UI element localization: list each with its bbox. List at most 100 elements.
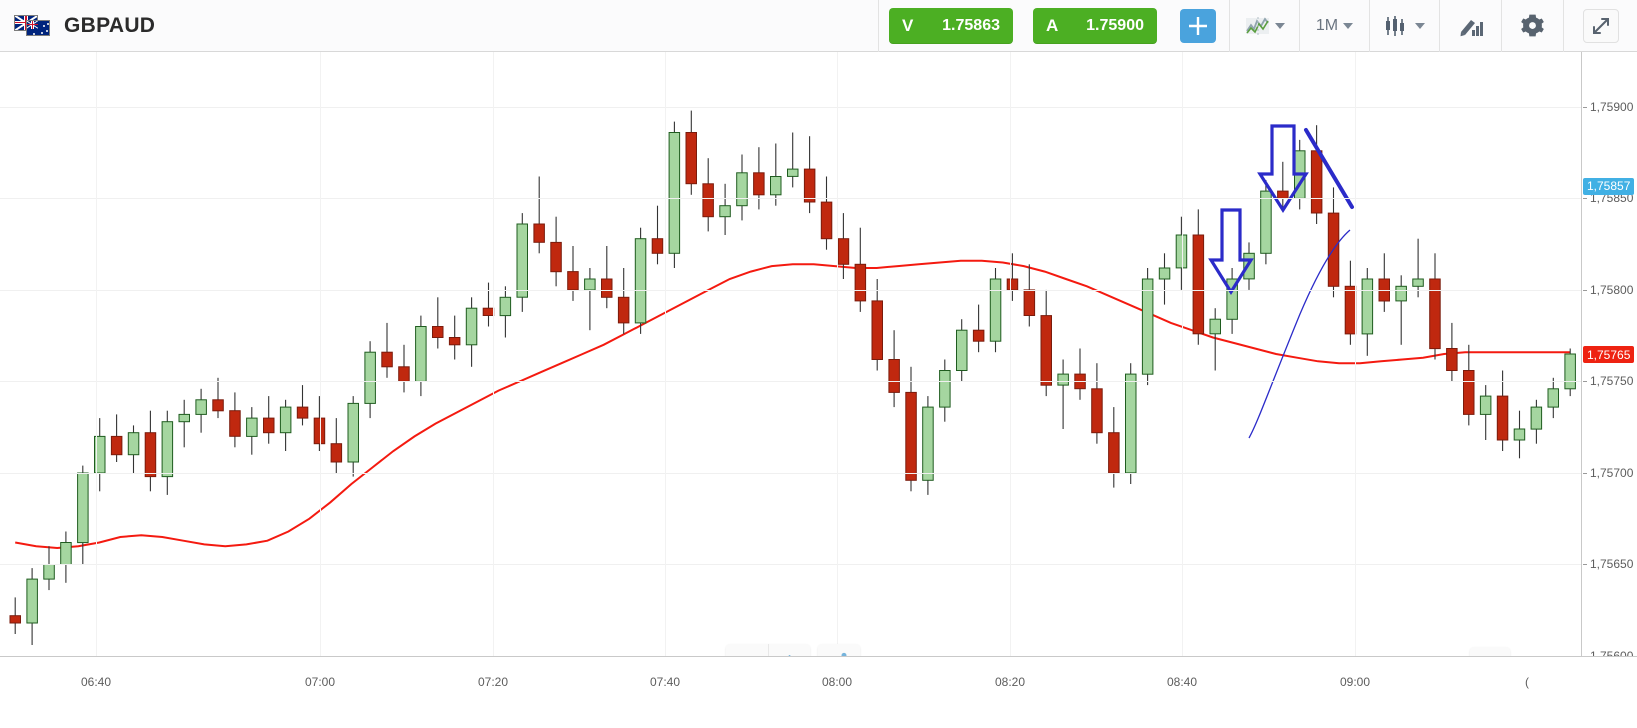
- gridline-vertical: [837, 52, 838, 656]
- time-axis-label: 08:00: [821, 675, 853, 689]
- candlestick: [448, 315, 461, 360]
- candlestick: [347, 396, 359, 477]
- chevron-down-icon[interactable]: [1343, 22, 1354, 29]
- candlestick: [499, 286, 512, 338]
- zoom-in-button[interactable]: +: [768, 644, 810, 656]
- candlestick: [787, 132, 799, 188]
- gridline-vertical: [1182, 52, 1183, 656]
- candlestick: [736, 154, 748, 221]
- candlestick-icon: [1386, 15, 1404, 36]
- gridline-vertical: [96, 52, 97, 656]
- candlestick: [1446, 322, 1458, 382]
- time-axis-label: 07:20: [477, 675, 509, 689]
- chevron-down-icon[interactable]: [1274, 22, 1285, 29]
- price-axis-label: 1,75700: [1590, 465, 1634, 480]
- price-axis[interactable]: 1,75900 1,75850 1,75800 1,75750 1,75700 1,756…: [1583, 52, 1637, 663]
- candlestick: [26, 568, 38, 645]
- curve-annotation: [1248, 229, 1351, 439]
- settings-button[interactable]: [1515, 9, 1551, 43]
- time-axis-label: 07:00: [304, 675, 336, 689]
- candlestick: [246, 407, 258, 455]
- symbol-block[interactable]: GBPAUD: [0, 0, 155, 52]
- gridline-horizontal: [0, 290, 1581, 291]
- gridline-vertical: [493, 52, 494, 656]
- indicators-tool-button[interactable]: [1245, 15, 1285, 37]
- gridline-horizontal: [0, 107, 1581, 108]
- candlestick: [1496, 370, 1509, 451]
- candlestick: [617, 268, 630, 334]
- candlestick: [1547, 377, 1559, 419]
- price-axis-label: 1,75750: [1590, 374, 1634, 389]
- candlestick: [415, 315, 427, 397]
- candlestick: [1141, 268, 1154, 386]
- candlestick: [753, 147, 765, 210]
- chart-type-selector[interactable]: [1384, 14, 1425, 38]
- scroll-to-end-button[interactable]: »: [1470, 647, 1510, 656]
- chevron-down-icon[interactable]: [1415, 22, 1425, 29]
- candlestick: [330, 418, 343, 473]
- candlestick: [1378, 253, 1390, 312]
- candlestick: [1327, 187, 1340, 298]
- time-axis[interactable]: 06:40 07:00 07:20 07:40 08:00 08:20 08:40 09:00…: [0, 656, 1637, 728]
- gridline-vertical: [320, 52, 321, 656]
- gridline-horizontal: [0, 198, 1581, 199]
- chart-plot-area[interactable]: – + »: [0, 52, 1582, 656]
- gear-icon: [1521, 14, 1544, 37]
- price-axis-tick: [1583, 107, 1587, 108]
- candlestick: [803, 136, 816, 214]
- price-axis-tick: [1583, 198, 1587, 199]
- time-axis-label: (: [1525, 675, 1529, 689]
- price-axis-label: 1,75900: [1590, 99, 1634, 114]
- candlestick: [60, 531, 72, 583]
- candlestick: [1125, 363, 1137, 484]
- candlestick: [1429, 253, 1441, 360]
- candlestick: [43, 546, 55, 591]
- timeframe-label: 1M: [1315, 16, 1339, 34]
- australia-flag-icon: [26, 19, 50, 36]
- timeframe-selector[interactable]: 1M: [1315, 16, 1354, 35]
- drawing-tool-cell: [1439, 0, 1501, 52]
- candlestick: [279, 399, 292, 451]
- chart-header-toolbar: GBPAUD V 1.75863 A 1.75900: [0, 0, 1637, 52]
- current-bid-marker: 1,75857: [1583, 177, 1635, 195]
- buy-ask-button[interactable]: A 1.75900: [1033, 7, 1157, 44]
- sell-bid-button[interactable]: V 1.75863: [889, 7, 1013, 44]
- pencil-chart-icon: [1460, 19, 1483, 36]
- candlestick: [178, 399, 190, 448]
- price-axis-tick: [1583, 290, 1587, 291]
- time-axis-label: 06:40: [80, 675, 112, 689]
- chart-controls: – +: [726, 644, 860, 656]
- candlestick: [584, 268, 596, 331]
- candlestick: [939, 359, 951, 422]
- candlestick: [1023, 264, 1036, 327]
- candlestick: [972, 304, 985, 353]
- price-axis-label: 1,75650: [1590, 557, 1634, 572]
- candlestick: [77, 465, 89, 565]
- bid-side-label: V: [902, 15, 914, 35]
- candlestick: [161, 410, 174, 495]
- share-button[interactable]: [818, 644, 860, 656]
- down-arrow-annotation-2: [1257, 124, 1309, 213]
- zoom-out-button[interactable]: –: [726, 644, 768, 656]
- price-axis-label: 1,75800: [1590, 282, 1634, 297]
- candlestick: [296, 385, 309, 426]
- down-arrow-annotation-1: [1208, 208, 1254, 296]
- fullscreen-button[interactable]: [1582, 8, 1619, 43]
- ask-side-label: A: [1046, 15, 1059, 35]
- candlestick: [651, 205, 664, 265]
- candlestick: [195, 388, 207, 433]
- candlestick: [1226, 268, 1238, 334]
- candlestick: [1513, 410, 1526, 459]
- candlestick: [922, 396, 934, 495]
- crosshair-tool-button[interactable]: [1180, 8, 1216, 43]
- candlestick: [263, 396, 275, 444]
- moving-average-path: [15, 259, 1571, 550]
- candlestick: [1040, 289, 1052, 397]
- indicators-tool-cell: [1229, 0, 1299, 52]
- last-price-marker: 1,75765: [1583, 346, 1635, 363]
- candlestick-plot: [9, 110, 1576, 645]
- drawing-tool-button[interactable]: [1453, 9, 1489, 43]
- candlestick: [601, 246, 613, 309]
- candlestick: [229, 392, 241, 448]
- zoom-controls: – +: [726, 644, 810, 656]
